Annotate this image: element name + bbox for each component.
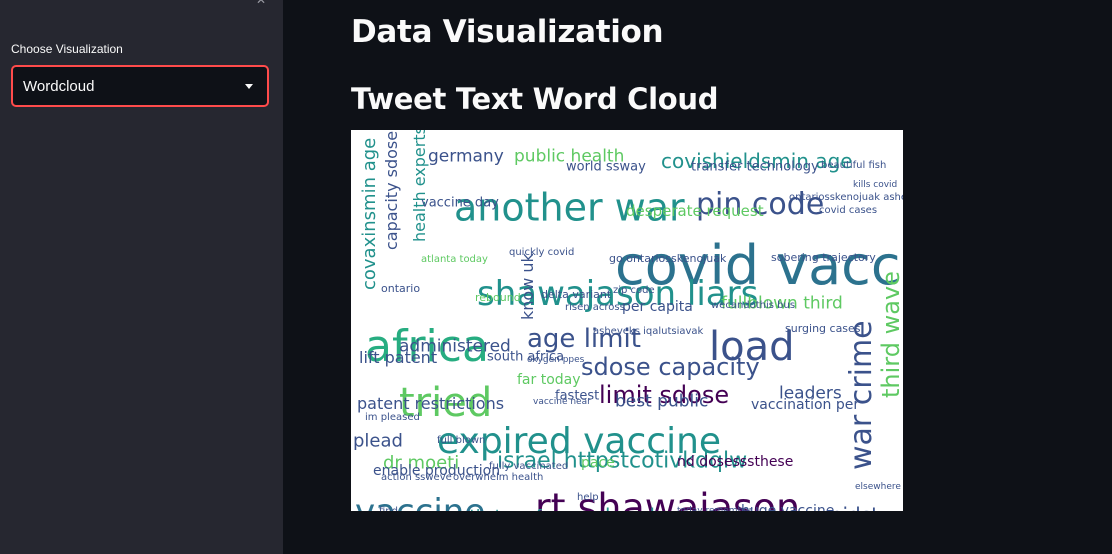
wordcloud-word: help — [577, 492, 599, 503]
wordcloud-word: pin code — [696, 187, 824, 222]
wordcloud-word: risen across — [565, 302, 625, 313]
wordcloud-word: israel httpstcotivkdqlw — [497, 449, 747, 474]
wordcloud-word: im pleased — [365, 412, 420, 423]
visualization-select[interactable]: Wordcloud — [11, 65, 269, 107]
wordcloud-word: go ontariosskenojuak — [609, 252, 727, 265]
wordcloud-word: midst — [823, 503, 879, 511]
wordcloud-word: atlanta today — [421, 254, 488, 265]
wordcloud-word: vaccine — [355, 492, 485, 511]
wordcloud-word: another war — [454, 185, 685, 229]
page-title: Data Visualization — [351, 14, 664, 50]
wordcloud-word: transfer technology — [691, 159, 819, 174]
wordcloud-word: tried — [399, 380, 492, 426]
wordcloud-word: lift patent — [359, 348, 437, 367]
select-label: Choose Visualization — [11, 42, 123, 56]
wordcloud-word: enable production — [373, 463, 500, 479]
wordcloud-word: beautiful fish — [821, 160, 886, 171]
wordcloud-word: know uk — [518, 252, 537, 320]
wordcloud-word: sdose capacity — [581, 353, 760, 381]
wordcloud-word: desperate request — [626, 202, 764, 220]
main-content: Data Visualization Tweet Text Word Cloud… — [283, 0, 1112, 554]
wordcloud-word: covid cases — [819, 205, 877, 216]
wordcloud-word: full blown — [437, 435, 485, 446]
wordcloud-word: germany — [428, 147, 504, 167]
wordcloud-word: age limit — [527, 324, 641, 354]
wordcloud-word: sobering trajectory — [771, 251, 876, 264]
wordcloud-word: wecandothis bus — [711, 300, 795, 311]
wordcloud-word: patent restrictions — [357, 394, 504, 413]
wordcloud-word: kills covid — [853, 180, 897, 190]
wordcloud-word: war crime — [844, 320, 879, 470]
wordcloud-image: covid vaccine another war pin code shawajas… — [351, 130, 903, 511]
wordcloud-word: ontariosskenojuak ashevaks — [789, 192, 903, 203]
wordcloud-word: action ssweve — [381, 472, 452, 483]
wordcloud-word: nd dosesssthese — [677, 454, 793, 470]
wordcloud-word: surging cases — [785, 322, 861, 335]
wordcloud-word: rebound — [475, 291, 521, 304]
wordcloud-word: elsewhere — [855, 482, 901, 492]
wordcloud-word: public health — [514, 147, 624, 167]
sidebar: ✕ Choose Visualization Wordcloud — [0, 0, 283, 554]
wordcloud-word: world ssway — [566, 159, 646, 174]
wordcloud-word: capacity sdose — [382, 131, 401, 250]
wordcloud-word: find — [379, 506, 398, 511]
wordcloud-word: load — [709, 324, 795, 370]
wordcloud-word: asheveks iqalutsiavak — [593, 326, 704, 337]
wordcloud-word: pace — [581, 455, 615, 471]
wordcloud-word: fullblown third — [721, 294, 843, 314]
wordcloud-word: vaccine near — [533, 397, 591, 407]
section-title: Tweet Text Word Cloud — [351, 82, 719, 116]
wordcloud-word: head — [605, 504, 655, 511]
wordcloud-word: rt shawajason — [535, 485, 800, 511]
wordcloud-word: south africa — [487, 349, 564, 364]
wordcloud-word: shawajason liars — [477, 274, 758, 314]
wordcloud-word: covaxinsmin age — [359, 138, 380, 290]
wordcloud-word: limit sdose — [599, 381, 729, 409]
wordcloud-word: africa — [365, 321, 489, 372]
wordcloud-word: oxygen ppes — [527, 355, 585, 365]
close-icon[interactable]: ✕ — [255, 0, 267, 7]
wordcloud-word: far today — [517, 372, 581, 388]
wordcloud-word: vaccine day — [421, 195, 499, 210]
wordcloud-word: today remember — [677, 506, 753, 511]
wordcloud-word: covid vaccine — [615, 234, 903, 297]
wordcloud-word: ontario — [381, 282, 420, 295]
wordcloud-word: best public — [615, 392, 708, 412]
chevron-down-icon — [245, 84, 253, 89]
wordcloud-word: zip code — [613, 285, 655, 296]
wordcloud-canvas: covid vaccine another war pin code shawajas… — [353, 130, 903, 511]
select-value: Wordcloud — [23, 77, 95, 95]
wordcloud-word: leaders — [779, 384, 842, 404]
wordcloud-word: per capita — [622, 299, 693, 315]
wordcloud-word: delta variant — [541, 288, 612, 301]
wordcloud-word: expired vaccine — [437, 421, 721, 462]
wordcloud-word: overwhelm health — [453, 472, 543, 483]
wordcloud-word: fully vaccinated — [489, 461, 568, 472]
wordcloud-word: quickly covid — [509, 247, 574, 258]
wordcloud-word: fastest — [555, 388, 599, 403]
wordcloud-word: covishieldsmin age — [661, 149, 853, 173]
wordcloud-word: third wave — [877, 271, 903, 398]
wordcloud-word: dr moeti — [383, 452, 459, 473]
wordcloud-word: plead — [353, 430, 403, 451]
wordcloud-word: administered — [399, 337, 511, 357]
wordcloud-word: vaccination per — [751, 397, 859, 413]
wordcloud-word: health experts — [410, 130, 429, 242]
wordcloud-word: urgently transfer — [423, 506, 558, 511]
wordcloud-word: huge vaccine — [741, 503, 834, 511]
